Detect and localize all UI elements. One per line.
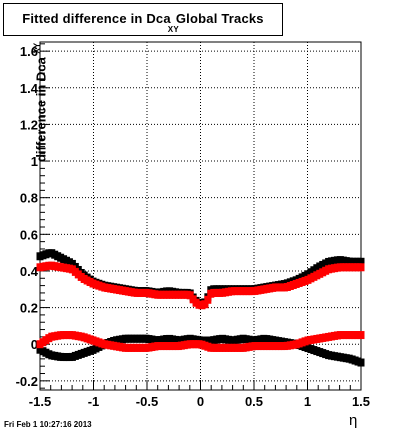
data-point [357,358,365,367]
y-axis-label: difference in Dca XY [32,28,49,178]
data-point [201,300,209,309]
y-tick-label: -0.2 [16,374,38,389]
x-tick-label: -0.5 [136,394,158,409]
timestamp: Fri Feb 1 10:27:16 2013 [4,420,92,429]
y-tick-label: 0.8 [20,191,38,206]
x-tick-label: 0 [197,394,204,409]
data-point [204,295,212,304]
title-subscript: XY [167,25,179,34]
y-tick-label: 0.6 [20,227,38,242]
x-tick-label: 0.5 [245,394,263,409]
data-series [36,249,365,367]
y-tick-label: 0.2 [20,301,38,316]
x-tick-label: -1 [88,394,100,409]
y-axis-label-main: difference in Dca [33,57,49,163]
series-red_lower [36,331,365,352]
y-tick-label: 0 [31,337,38,352]
data-point [357,331,365,340]
series-black_lower [36,334,365,367]
title-box: Fitted difference in DcaXYGlobal Tracks [3,3,283,36]
y-tick-label: 1 [31,154,38,169]
data-point [357,263,365,272]
title-tail-text: Global Tracks [175,11,264,26]
chart-title: Fitted difference in DcaXYGlobal Tracks [4,11,282,34]
title-main-text: Fitted difference in Dca [22,11,171,26]
y-axis-label-subscript: XY [32,42,42,54]
x-tick-label: 1 [304,394,311,409]
y-tick-label: 0.4 [20,264,39,279]
y-tick-label: 1.6 [20,44,38,59]
x-tick-label: -1.5 [29,394,51,409]
data-point [186,291,194,300]
x-tick-label: 1.5 [352,394,370,409]
data-point [357,257,365,266]
y-tick-label: 1.2 [20,117,38,132]
x-axis-label: η [349,412,358,429]
axis-ticks: -1.5 -1 -0.5 0 0.5 1 1.5 -0.2 0 0.2 0.4 0.6 0.8 1 1.2 1… [16,43,370,409]
series-red_upper [36,261,365,310]
y-tick-label: 1.4 [20,81,39,96]
